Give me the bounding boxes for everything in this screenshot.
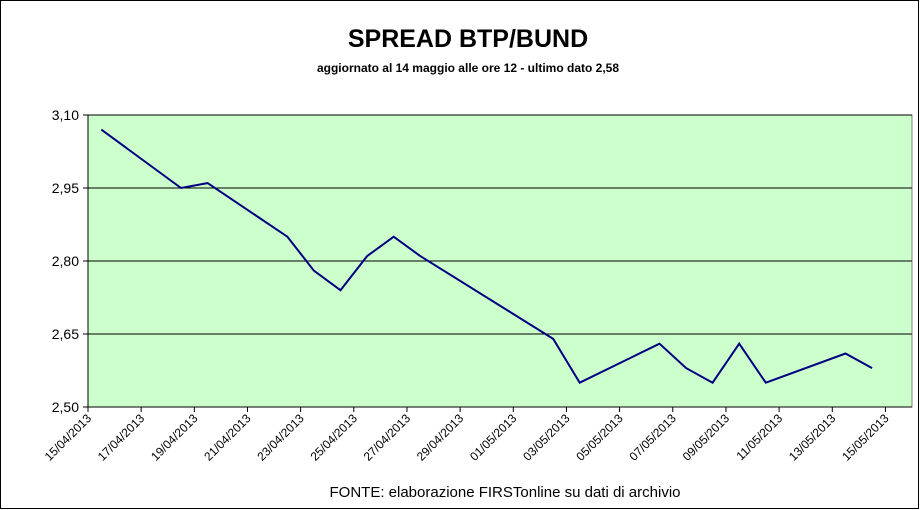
y-tick-label: 2,95 <box>52 180 79 196</box>
y-tick-label: 2,50 <box>52 399 79 415</box>
y-tick-label: 2,80 <box>52 253 79 269</box>
chart-title: SPREAD BTP/BUND <box>348 25 588 53</box>
data-line <box>100 128 873 385</box>
source-note: FONTE: elaborazione FIRSTonline su dati … <box>330 484 681 501</box>
chart-subtitle: aggiornato al 14 maggio alle ore 12 - ul… <box>317 61 619 75</box>
y-tick-label: 3,10 <box>52 107 79 123</box>
y-tick-label: 2,65 <box>52 326 79 342</box>
